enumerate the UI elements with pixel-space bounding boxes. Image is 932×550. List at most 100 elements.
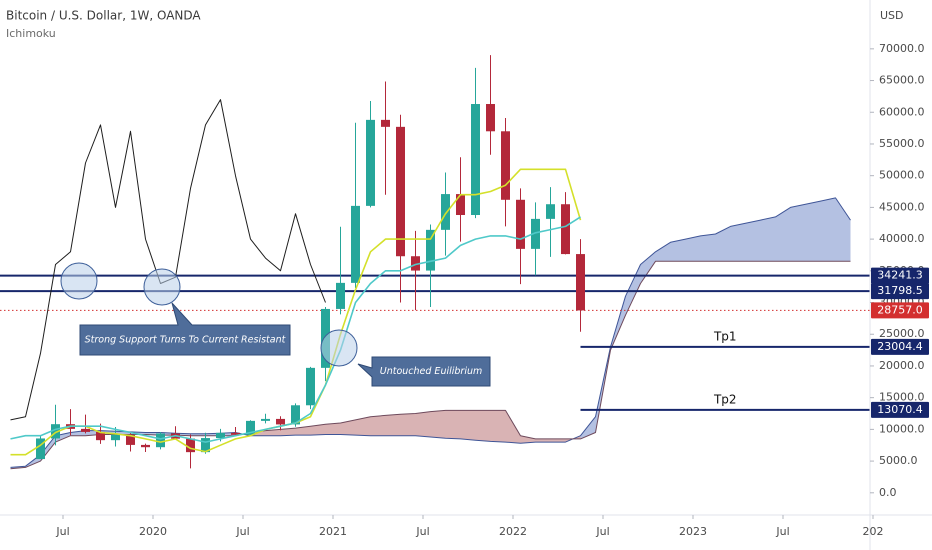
price-label: 23004.4 <box>877 340 923 353</box>
axes: 0.05000.010000.015000.020000.025000.0300… <box>55 42 929 538</box>
callout-box <box>357 356 491 387</box>
candle-body <box>306 367 315 406</box>
cloud-fill <box>505 410 521 444</box>
highlight-circle <box>60 262 98 300</box>
cloud-fill <box>730 223 746 262</box>
candle-body <box>186 438 195 453</box>
cloud-fill <box>715 226 731 262</box>
candle-body <box>501 131 510 200</box>
y-tick-label: 60000.0 <box>879 105 925 118</box>
candle-body <box>201 438 210 453</box>
x-tick-label: 2023 <box>679 525 707 538</box>
candle-body <box>111 434 120 441</box>
price-label-box <box>871 401 929 418</box>
cloud-fill <box>325 423 341 435</box>
cloud-fill <box>655 242 671 262</box>
cloud-fill <box>310 424 326 436</box>
cloud-fill <box>760 216 776 262</box>
candle-body <box>396 126 405 257</box>
cloud-fill <box>430 410 446 439</box>
candle-body <box>516 199 525 249</box>
candle-body <box>561 204 570 255</box>
y-tick-label: 40000.0 <box>879 232 925 245</box>
candle-body <box>291 405 300 425</box>
cloud-fill <box>520 435 536 444</box>
price-label-box <box>871 267 929 284</box>
candle-body <box>486 104 495 132</box>
callouts: Strong Support Turns To Current Resistan… <box>60 262 491 387</box>
y-tick-label: 0.0 <box>879 486 897 499</box>
cloud-fill <box>805 201 821 262</box>
x-tick-label: 2022 <box>499 525 527 538</box>
candle-body <box>531 218 540 249</box>
y-tick-label: 55000.0 <box>879 137 925 150</box>
candle-body <box>126 434 135 445</box>
cloud-fill <box>745 220 761 262</box>
price-label: 34241.3 <box>877 269 923 282</box>
cloud-fill <box>535 438 551 443</box>
candle-body <box>81 428 90 432</box>
cloud-fill <box>460 410 476 441</box>
candle-body <box>141 444 150 448</box>
y-tick-label: 10000.0 <box>879 422 925 435</box>
x-tick-label: Jul <box>775 525 789 538</box>
candle-body <box>246 420 255 435</box>
cloud-fill <box>385 414 401 436</box>
candle-body <box>366 119 375 206</box>
cloud-fill <box>550 438 566 443</box>
candle-body <box>381 119 390 127</box>
x-tick-label: Jul <box>55 525 69 538</box>
cloud-fill <box>355 416 371 436</box>
price-label: 28757.0 <box>877 303 923 316</box>
cloud-fill <box>835 197 851 262</box>
candle-body <box>456 194 465 216</box>
chart-title: Bitcoin / U.S. Dollar, 1W, OANDA <box>6 9 201 23</box>
x-tick-label: 2021 <box>319 525 347 538</box>
candle-body <box>216 432 225 439</box>
price-label-box <box>871 283 929 300</box>
highlight-circle <box>143 268 181 306</box>
y-tick-label: 20000.0 <box>879 359 925 372</box>
cloud-fill <box>625 264 641 316</box>
cloud-fill <box>370 415 386 436</box>
candle-body <box>441 194 450 230</box>
cloud-fill <box>445 410 461 439</box>
price-label-box <box>871 338 929 355</box>
x-tick-label: 202 <box>863 525 884 538</box>
highlight-circle <box>320 329 358 367</box>
cloud-fill <box>685 235 701 262</box>
y-tick-label: 45000.0 <box>879 200 925 213</box>
candle-body <box>351 205 360 283</box>
y-tick-label: 50000.0 <box>879 169 925 182</box>
candle-body <box>576 254 585 311</box>
cloud-fill <box>295 426 311 436</box>
callout-box <box>79 302 291 356</box>
callout-text: Untouched Euilibrium <box>380 366 482 377</box>
candle-body <box>546 204 555 219</box>
cloud-fill <box>775 207 791 262</box>
candle-body <box>411 256 420 271</box>
candle-body <box>261 418 270 421</box>
indicator-line <box>10 216 581 443</box>
callout-text: Strong Support Turns To Current Resistan… <box>85 335 287 346</box>
candle-body <box>336 282 345 309</box>
candle-body <box>51 424 60 439</box>
x-tick-label: Jul <box>595 525 609 538</box>
target-label: Tp2 <box>713 392 737 406</box>
candle-body <box>96 431 105 441</box>
candle-body <box>276 418 285 425</box>
span-b-line <box>10 260 851 470</box>
x-tick-label: Jul <box>235 525 249 538</box>
candle-body <box>36 438 45 460</box>
chart-subtitle: Ichimoku <box>6 27 56 40</box>
price-label: 31798.5 <box>877 284 923 297</box>
target-label: Tp1 <box>713 329 737 343</box>
cloud-fill <box>340 419 356 436</box>
candle-body <box>471 104 480 216</box>
cloud-fill <box>820 197 836 262</box>
x-tick-label: Jul <box>415 525 429 538</box>
cloud-fill <box>790 204 806 262</box>
y-axis-label: USD <box>880 9 904 22</box>
candle-body <box>426 229 435 271</box>
cloud-fill <box>490 410 506 443</box>
